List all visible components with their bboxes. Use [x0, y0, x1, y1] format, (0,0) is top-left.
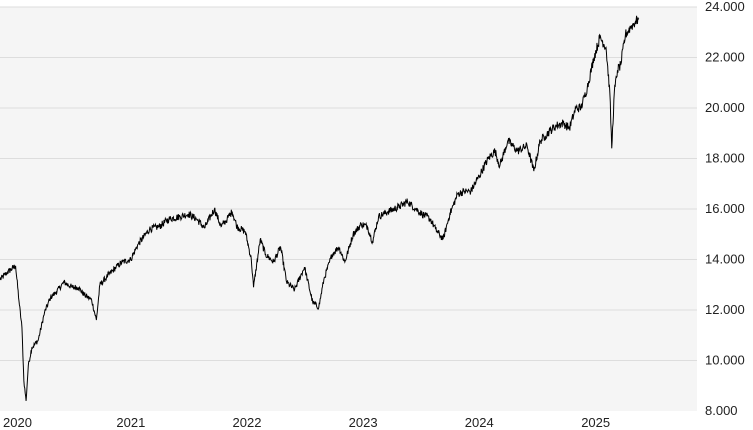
y-tick-label: 18.000 [705, 151, 745, 166]
y-tick-label: 8.000 [705, 403, 738, 418]
y-tick-label: 20.000 [705, 100, 745, 115]
x-axis-tick-labels: 2020 2021 2022 2023 2024 2025 [3, 415, 610, 430]
x-tick-label: 2020 [3, 415, 32, 430]
x-tick-label: 2025 [581, 415, 610, 430]
y-tick-label: 24.000 [705, 0, 745, 14]
y-tick-label: 10.000 [705, 353, 745, 368]
x-tick-label: 2023 [349, 415, 378, 430]
y-tick-label: 16.000 [705, 201, 745, 216]
gridlines [0, 6, 697, 361]
y-axis-tick-labels: 8.000 10.000 12.000 14.000 16.000 18.000 20.00… [705, 0, 745, 418]
x-tick-label: 2021 [116, 415, 145, 430]
series-line [0, 15, 640, 401]
y-tick-label: 22.000 [705, 50, 745, 65]
y-tick-label: 14.000 [705, 252, 745, 267]
y-tick-label: 12.000 [705, 302, 745, 317]
x-tick-label: 2024 [465, 415, 494, 430]
x-tick-label: 2022 [233, 415, 262, 430]
